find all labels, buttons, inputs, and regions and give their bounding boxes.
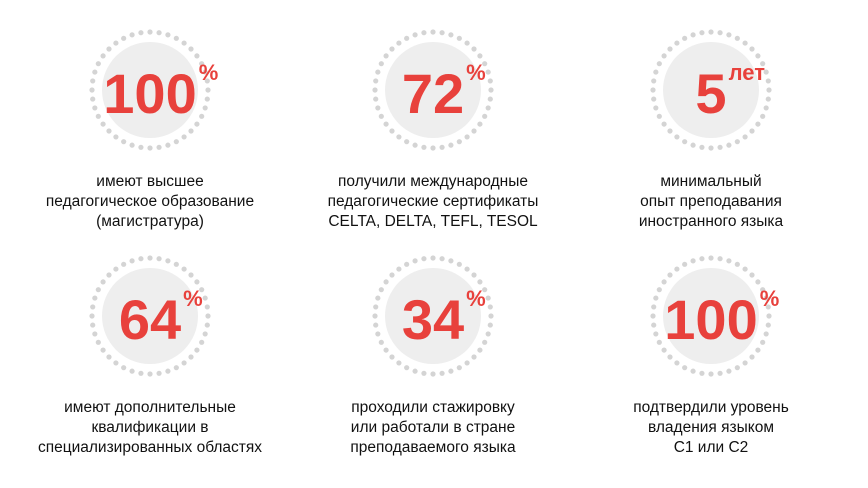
stat-unit: лет (728, 60, 765, 85)
stat-number: 64% (10, 288, 290, 348)
stat-value: 5 (695, 62, 727, 125)
dotted-circle-icon (369, 252, 497, 380)
stat-unit: % (183, 286, 203, 311)
stat-caption: подтвердили уровень владения языком C1 и… (571, 398, 851, 458)
dotted-circle-icon (86, 26, 214, 154)
stat-unit: % (466, 286, 486, 311)
caption-line: педагогическое образование (45, 193, 255, 210)
stat-additional-qualifications: 64% имеют дополнительные квалификации в … (10, 226, 290, 456)
caption-line: специализированных областях (37, 439, 263, 456)
caption-line: минимальный (660, 173, 762, 190)
caption-line: проходили стажировку (351, 399, 515, 416)
dotted-circle-icon (647, 26, 775, 154)
stat-caption: имеют высшее педагогическое образование … (10, 172, 290, 232)
stat-international-certificates: 72% получили международные педагогически… (293, 0, 573, 230)
dotted-circle-icon (647, 252, 775, 380)
stat-value: 100 (664, 288, 758, 351)
caption-line: подтвердили уровень (633, 399, 789, 416)
caption-line: CELTA, DELTA, TEFL, TESOL (328, 213, 538, 230)
stat-unit: % (198, 60, 219, 85)
caption-line: владения языком (648, 419, 774, 436)
stat-number: 5 лет (571, 62, 851, 122)
stat-language-level: 100% подтвердили уровень владения языком… (571, 226, 851, 456)
caption-line: или работали в стране (350, 419, 516, 436)
caption-line: преподаваемого языка (350, 439, 516, 456)
stat-value: 100 (103, 62, 197, 125)
stat-unit: % (466, 60, 486, 85)
stat-number: 72% (293, 62, 573, 122)
dotted-circle-icon (86, 252, 214, 380)
stat-higher-education: 100% имеют высшее педагогическое образов… (10, 0, 290, 230)
caption-line: имеют дополнительные (64, 399, 236, 416)
stat-caption: имеют дополнительные квалификации в спец… (10, 398, 290, 458)
stat-value: 34 (401, 288, 465, 351)
stat-caption: проходили стажировку или работали в стра… (293, 398, 573, 458)
caption-line: (магистратура) (96, 213, 204, 230)
caption-line: педагогические сертификаты (327, 193, 539, 210)
stat-internship-abroad: 34% проходили стажировку или работали в … (293, 226, 573, 456)
caption-line: иностранного языка (638, 213, 784, 230)
caption-line: квалификации в (91, 419, 209, 436)
stat-caption: получили международные педагогические се… (293, 172, 573, 232)
stat-teaching-experience: 5 лет минимальный опыт преподавания иност… (571, 0, 851, 230)
stat-number: 100% (571, 288, 851, 348)
caption-line: имеют высшее (96, 173, 204, 190)
stat-unit: % (759, 286, 780, 311)
caption-line: получили международные (338, 173, 528, 190)
stat-value: 72 (401, 62, 465, 125)
stat-number: 100% (10, 62, 290, 122)
caption-line: C1 или C2 (673, 439, 749, 456)
stat-caption: минимальный опыт преподавания иностранно… (571, 172, 851, 232)
dotted-circle-icon (369, 26, 497, 154)
stat-number: 34% (293, 288, 573, 348)
stat-value: 64 (118, 288, 182, 351)
caption-line: опыт преподавания (640, 193, 782, 210)
